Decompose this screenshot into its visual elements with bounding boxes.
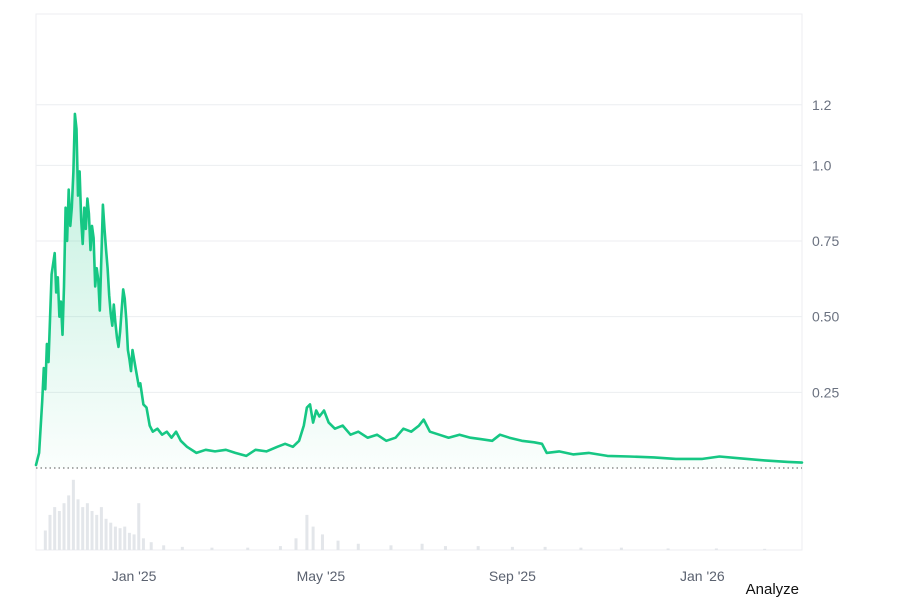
volume-bar (763, 548, 767, 550)
volume-bar (71, 479, 75, 550)
volume-bar (132, 534, 136, 550)
volume-bar (666, 548, 670, 550)
volume-bar (141, 538, 145, 550)
volume-bar (123, 526, 127, 550)
x-tick-label: Sep '25 (489, 568, 536, 584)
volume-bar (305, 514, 309, 550)
volume-bar (127, 532, 131, 550)
volume-bar (67, 495, 71, 550)
price-area-fill (36, 113, 802, 469)
volume-bar (278, 546, 282, 550)
volume-bar (99, 507, 103, 550)
volume-bar (619, 547, 623, 550)
x-tick-label: May '25 (297, 568, 346, 584)
volume-bar (137, 503, 141, 550)
grid-lines (35, 13, 803, 551)
volume-bar (149, 542, 153, 550)
volume-bar (90, 511, 94, 550)
volume-bar (85, 503, 89, 550)
volume-bar (510, 546, 514, 550)
volume-bar (210, 547, 214, 550)
volume-bar (104, 518, 108, 550)
analyze-link[interactable]: Analyze (745, 581, 799, 598)
price-area (36, 113, 802, 469)
volume-bar (43, 530, 47, 550)
volume-bar (420, 543, 424, 550)
volume-bar (53, 507, 57, 550)
x-tick-label: Jan '26 (680, 568, 725, 584)
volume-bar (180, 546, 184, 550)
volume-bar (48, 514, 52, 550)
volume-bar (162, 545, 166, 550)
volume-bar (389, 545, 393, 550)
volume-bar (579, 547, 583, 550)
volume-bar (113, 526, 117, 550)
volume-bar (118, 528, 122, 550)
y-tick-label: 1.0 (812, 157, 832, 173)
price-line-group (34, 112, 804, 467)
volume-bar (714, 548, 718, 550)
x-axis-ticks: Jan '25 May '25 Sep '25 Jan '26 (112, 568, 725, 584)
volume-bar (62, 503, 66, 550)
y-tick-label: 0.50 (812, 309, 839, 325)
plot-frame (35, 13, 803, 551)
y-axis-ticks: 0.25 0.50 0.75 1.0 1.2 (812, 97, 839, 401)
volume-bar (294, 538, 298, 550)
volume-bar (443, 546, 447, 550)
volume-bar (57, 511, 61, 550)
volume-bar (95, 514, 99, 550)
volume-bar (356, 543, 360, 550)
x-tick-label: Jan '25 (112, 568, 157, 584)
volume-bar (81, 507, 85, 550)
price-line (34, 112, 804, 467)
volume-bar (543, 546, 547, 550)
volume-bars (43, 479, 767, 550)
volume-bar (336, 540, 340, 550)
volume-bar (109, 522, 113, 550)
volume-bar (476, 546, 480, 550)
volume-bar (246, 547, 250, 550)
y-tick-label: 0.25 (812, 384, 839, 400)
volume-bar (311, 526, 315, 550)
y-tick-label: 0.75 (812, 233, 839, 249)
y-tick-label: 1.2 (812, 97, 832, 113)
volume-bar (76, 499, 80, 550)
volume-bar (320, 534, 324, 550)
